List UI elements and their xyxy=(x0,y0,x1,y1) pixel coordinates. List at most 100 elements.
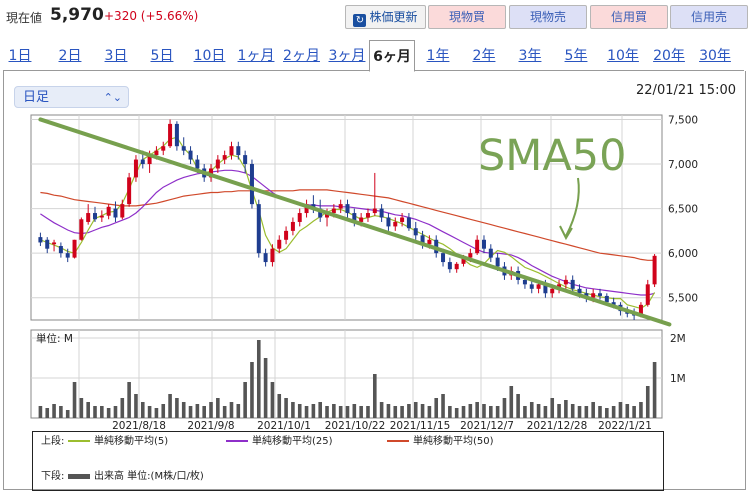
tab-2y[interactable]: 2年 xyxy=(472,48,496,64)
candle-body xyxy=(413,228,418,236)
tab-1y[interactable]: 1年 xyxy=(426,48,450,64)
candle-body xyxy=(447,262,452,270)
volume-bar xyxy=(495,406,500,418)
tab-6m[interactable]: 6ヶ月 xyxy=(369,40,415,72)
volume-bar xyxy=(434,398,439,418)
volume-bar xyxy=(93,406,97,418)
candle-body xyxy=(386,217,391,227)
volume-bar xyxy=(543,406,548,418)
annotation-arrowhead xyxy=(559,225,573,241)
volume-bar xyxy=(161,404,166,418)
x-tick-label: 2022/1/21 xyxy=(598,420,652,432)
candle-body xyxy=(359,217,364,222)
candle-body xyxy=(475,239,480,254)
volume-bar xyxy=(523,406,527,418)
volume-bar xyxy=(618,402,623,418)
candle-body xyxy=(270,248,275,263)
x-tick-label: 2021/10/22 xyxy=(325,420,386,432)
tab-2m[interactable]: 2ヶ月 xyxy=(283,48,320,64)
tab-10y[interactable]: 10年 xyxy=(607,48,639,64)
cash-sell-button[interactable]: 現物売 xyxy=(509,5,587,29)
volume-bar xyxy=(366,406,370,418)
tab-5y[interactable]: 5年 xyxy=(564,48,588,64)
quote-header: 現在値 5,970 +320 (+5.66%) ↻ 株価更新 現物買 現物売 信用… xyxy=(0,0,749,34)
interval-select-value: 日足 xyxy=(23,90,50,105)
volume-bar xyxy=(100,406,104,418)
candle-body xyxy=(304,204,309,214)
tab-5d[interactable]: 5日 xyxy=(150,48,174,64)
tab-30y[interactable]: 30年 xyxy=(699,48,731,64)
x-tick-label: 2021/8/18 xyxy=(112,420,166,432)
volume-bar xyxy=(529,402,534,418)
volume-bar xyxy=(256,340,261,418)
volume-bar xyxy=(564,400,568,418)
volume-bar xyxy=(454,408,459,418)
candle-body xyxy=(372,208,377,214)
volume-bar xyxy=(420,404,425,418)
tab-2d[interactable]: 2日 xyxy=(58,48,82,64)
tab-3d[interactable]: 3日 xyxy=(104,48,128,64)
x-tick-label: 2021/9/8 xyxy=(187,420,234,432)
volume-bar xyxy=(359,406,363,418)
volume-bar xyxy=(338,406,343,418)
chevron-updown-icon: ⌃⌄ xyxy=(103,91,122,104)
tab-10d[interactable]: 10日 xyxy=(193,48,226,64)
candle-body xyxy=(577,288,582,294)
tab-20y[interactable]: 20年 xyxy=(653,48,685,64)
candle-body xyxy=(99,215,104,218)
candle-body xyxy=(645,284,650,305)
volume-bar xyxy=(120,398,125,418)
volume-bar xyxy=(291,402,295,418)
volume-tick-label: 1M xyxy=(670,373,686,385)
x-axis-labels: 2021/8/18 2021/9/8 2021/10/1 2021/10/22 2021… xyxy=(112,420,652,432)
candle-body xyxy=(563,279,568,285)
candle-body xyxy=(236,146,241,156)
sma50-series xyxy=(40,189,655,261)
volume-bar xyxy=(639,402,643,418)
volume-bar xyxy=(181,402,186,418)
margin-sell-button[interactable]: 信用売 xyxy=(670,5,748,29)
candle-body xyxy=(488,248,493,258)
volume-bar xyxy=(175,398,179,418)
candle-body xyxy=(140,159,145,165)
tab-1d[interactable]: 1日 xyxy=(8,48,32,64)
margin-buy-button[interactable]: 信用買 xyxy=(590,5,668,29)
candle-body xyxy=(45,239,50,249)
volume-bar xyxy=(270,382,275,418)
cash-buy-button[interactable]: 現物買 xyxy=(428,5,506,29)
volume-bar xyxy=(652,362,657,418)
candle-body xyxy=(297,213,302,222)
candle-body xyxy=(495,257,500,267)
volume-bar xyxy=(311,404,316,418)
volume-bar xyxy=(386,404,391,418)
update-price-button[interactable]: ↻ 株価更新 xyxy=(345,5,426,29)
update-price-label: 株価更新 xyxy=(369,10,418,24)
candle-body xyxy=(400,217,405,222)
volume-bar xyxy=(379,402,384,418)
candle-body xyxy=(113,208,118,218)
candle-body xyxy=(536,284,541,289)
candle-body xyxy=(461,257,466,264)
candle-body xyxy=(161,146,166,151)
sma50-annotation: SMA50 xyxy=(478,131,627,241)
tab-3y[interactable]: 3年 xyxy=(518,48,542,64)
interval-select[interactable]: 日足 ⌃⌄ xyxy=(14,86,129,108)
volume-bar xyxy=(461,406,466,418)
tab-1m[interactable]: 1ヶ月 xyxy=(237,48,275,64)
candle-body xyxy=(352,213,357,222)
candle-body xyxy=(365,213,370,218)
volume-bar xyxy=(591,402,595,418)
volume-bar xyxy=(482,404,486,418)
candle-body xyxy=(427,239,432,245)
volume-bar xyxy=(441,394,445,418)
price-tick-label: 6,500 xyxy=(668,204,698,216)
candle-body xyxy=(195,159,200,169)
annotation-arrow xyxy=(565,177,580,237)
x-tick-label: 2021/11/15 xyxy=(390,420,451,432)
legend-lower-label: 下段: xyxy=(41,471,65,482)
candle-body xyxy=(249,164,254,205)
candle-body xyxy=(284,230,289,240)
legend-sma50-label: 単純移動平均(50) xyxy=(413,436,494,447)
candle-body xyxy=(256,204,261,254)
tab-3m[interactable]: 3ヶ月 xyxy=(328,48,366,64)
